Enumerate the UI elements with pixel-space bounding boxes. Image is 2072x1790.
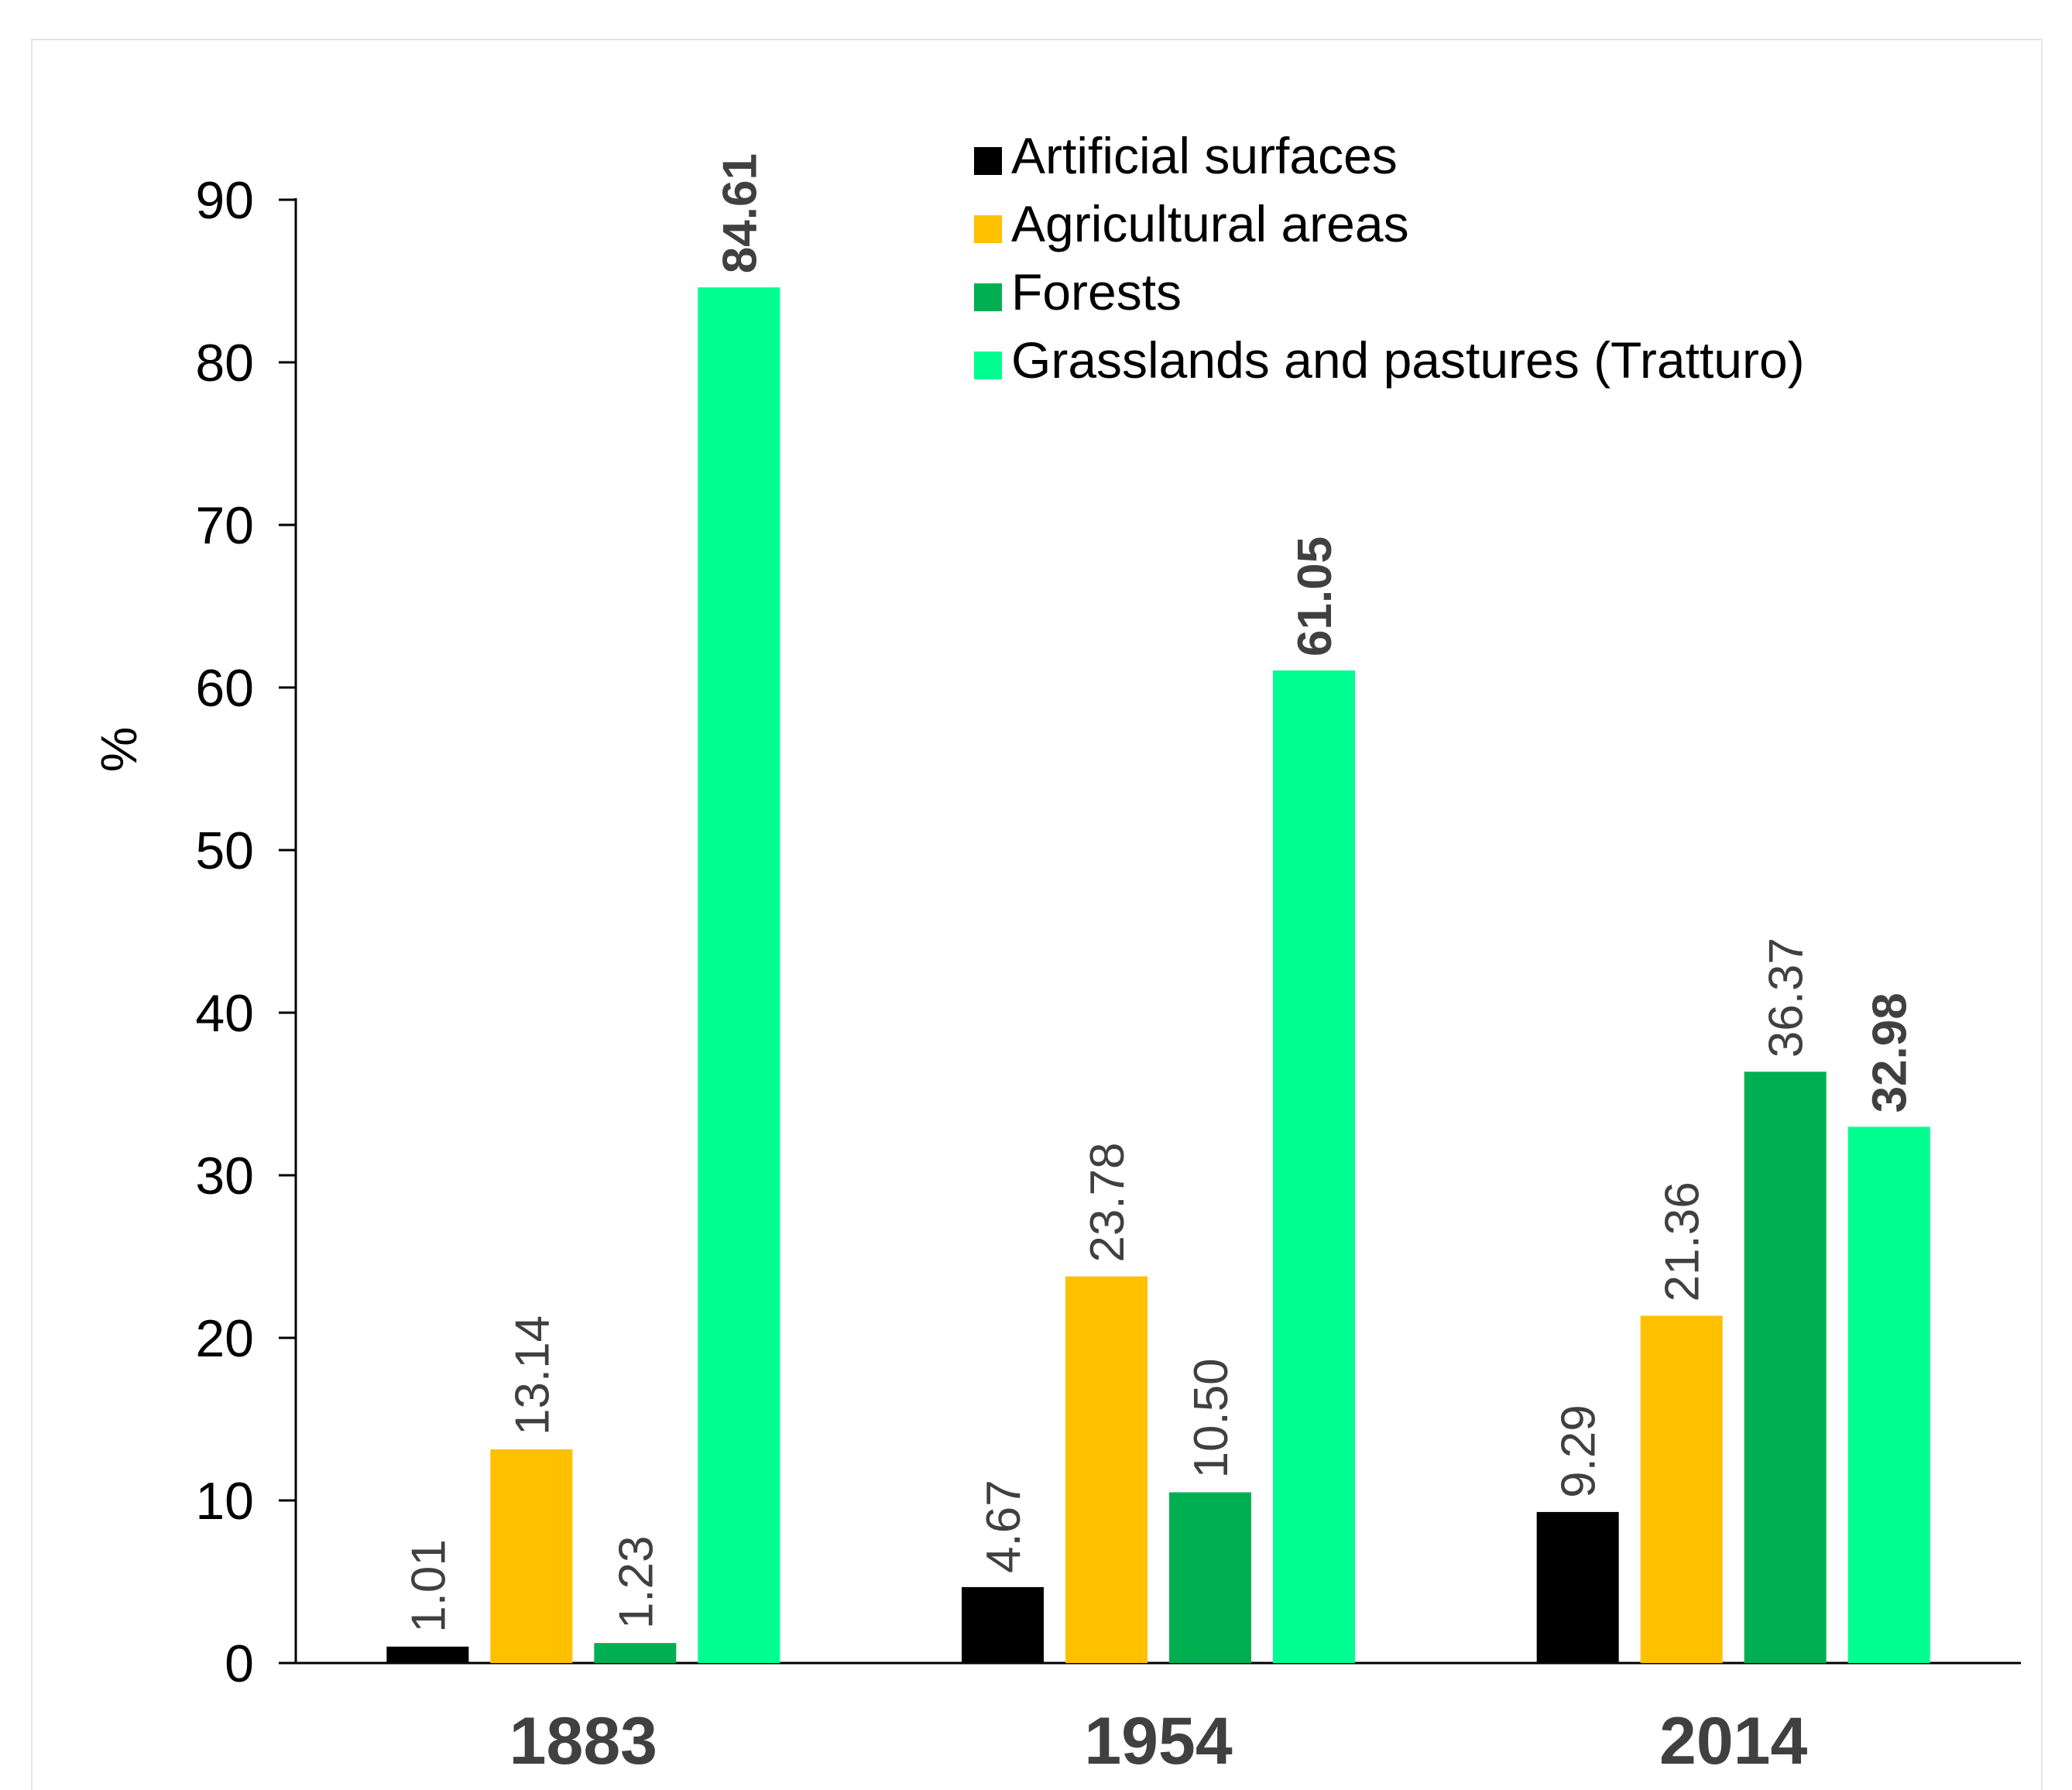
bar bbox=[386, 1646, 469, 1663]
bar bbox=[594, 1643, 677, 1663]
bar bbox=[698, 287, 780, 1664]
data-label: 32.98 bbox=[1864, 993, 1917, 1113]
y-tick-label: 0 bbox=[225, 1634, 254, 1693]
y-tick-label: 90 bbox=[195, 171, 254, 230]
bar bbox=[1847, 1126, 1930, 1663]
data-label: 1.23 bbox=[609, 1535, 663, 1629]
x-category-label: 1883 bbox=[509, 1704, 657, 1778]
bars bbox=[386, 287, 1930, 1664]
x-axis: 1883 1954 2014 bbox=[296, 1661, 2021, 1778]
legend-label: Forests bbox=[1011, 263, 1182, 321]
data-label: 61.05 bbox=[1288, 537, 1342, 657]
legend-label: Artificial surfaces bbox=[1011, 127, 1398, 184]
x-category-label: 1954 bbox=[1084, 1704, 1232, 1778]
bar bbox=[1065, 1276, 1147, 1663]
y-tick-label: 30 bbox=[195, 1147, 254, 1205]
data-labels: 1.01 13.14 1.23 84.61 4.67 23.78 10.50 61.05 9.2… bbox=[402, 153, 1916, 1633]
y-tick-label: 60 bbox=[195, 659, 254, 718]
bar bbox=[490, 1449, 573, 1663]
legend-swatch bbox=[974, 147, 1002, 175]
x-category-label: 2014 bbox=[1659, 1704, 1807, 1778]
legend-swatch bbox=[974, 215, 1002, 243]
legend-swatch bbox=[974, 283, 1002, 311]
y-axis: 0 10 20 30 40 50 60 70 80 90 bbox=[195, 171, 297, 1693]
y-tick-label: 50 bbox=[195, 821, 254, 880]
data-label: 10.50 bbox=[1185, 1358, 1238, 1478]
bar bbox=[1536, 1511, 1619, 1663]
y-tick-label: 10 bbox=[195, 1472, 254, 1531]
data-label: 9.29 bbox=[1552, 1404, 1606, 1498]
legend-label: Grasslands and pastures (Tratturo) bbox=[1011, 331, 1805, 389]
legend: Artificial surfaces Agricultural areas For… bbox=[974, 127, 1805, 389]
data-label: 1.01 bbox=[402, 1539, 455, 1633]
data-label: 84.61 bbox=[713, 153, 767, 273]
data-label: 21.36 bbox=[1656, 1181, 1710, 1301]
data-label: 36.37 bbox=[1760, 938, 1813, 1058]
bar bbox=[1273, 670, 1355, 1664]
y-tick-label: 70 bbox=[195, 496, 254, 555]
bar bbox=[962, 1586, 1044, 1663]
bar bbox=[1640, 1315, 1723, 1663]
y-tick-label: 80 bbox=[195, 334, 254, 393]
bar bbox=[1744, 1072, 1827, 1663]
y-axis-title: % bbox=[90, 727, 147, 773]
data-label: 13.14 bbox=[506, 1315, 559, 1435]
bar bbox=[1169, 1492, 1251, 1663]
data-label: 23.78 bbox=[1081, 1142, 1134, 1262]
legend-label: Agricultural areas bbox=[1011, 195, 1409, 252]
legend-swatch bbox=[974, 351, 1002, 379]
y-tick-label: 40 bbox=[195, 984, 254, 1043]
y-tick-label: 20 bbox=[195, 1309, 254, 1368]
data-label: 4.67 bbox=[977, 1480, 1031, 1573]
